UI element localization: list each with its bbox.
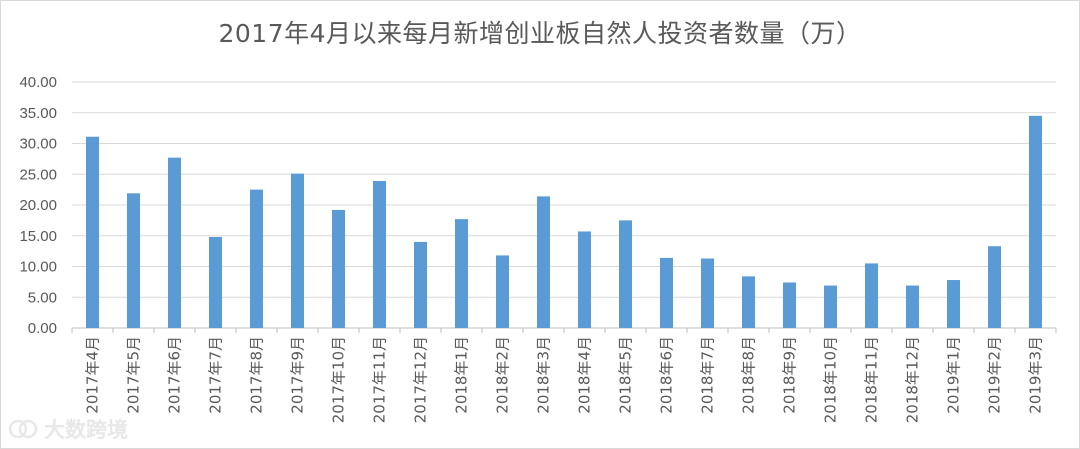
x-tick-label: 2017年8月 [248,336,266,414]
x-tick-label: 2017年7月 [207,336,225,414]
y-tick-label: 25.00 [19,166,57,183]
bar [701,258,714,328]
x-tick-label: 2017年9月 [289,336,307,414]
bar [373,181,386,328]
bar [906,285,919,328]
bar [824,285,837,328]
y-tick-label: 0.00 [28,320,57,337]
bar [209,236,222,328]
x-tick-label: 2018年9月 [781,336,799,414]
x-tick-label: 2018年4月 [576,336,594,414]
bar [1029,115,1042,328]
bar [455,219,468,328]
x-tick-label: 2018年8月 [740,336,758,414]
x-tick-label: 2017年5月 [125,336,143,414]
bar [742,276,755,328]
bar [496,255,509,328]
x-tick-label: 2018年3月 [535,336,553,414]
bar [988,246,1001,328]
x-tick-label: 2018年10月 [822,336,840,423]
x-tick-label: 2018年7月 [699,336,717,414]
x-tick-label: 2018年6月 [658,336,676,414]
watermark: 大数跨境 [8,414,128,444]
x-tick-label: 2017年11月 [371,336,389,423]
x-tick-label: 2017年10月 [330,336,348,423]
x-tick-label: 2017年6月 [166,336,184,414]
y-tick-label: 5.00 [28,289,57,306]
y-tick-label: 20.00 [19,197,57,214]
chart-title: 2017年4月以来每月新增创业板自然人投资者数量（万） [218,19,862,48]
bar [783,282,796,328]
x-tick-label: 2019年1月 [945,336,963,414]
bar [127,193,140,328]
x-tick-label: 2018年1月 [453,336,471,414]
bar [414,241,427,328]
watermark-text: 大数跨境 [44,418,128,442]
bar [250,189,263,328]
bar [619,220,632,328]
bar [947,280,960,328]
bar [578,231,591,328]
x-tick-label: 2017年12月 [412,336,430,423]
x-tick-label: 2018年12月 [904,336,922,423]
bar [332,209,345,328]
bar [537,196,550,328]
x-tick-label: 2018年11月 [863,336,881,423]
y-tick-label: 15.00 [19,228,57,245]
y-tick-label: 30.00 [19,136,57,153]
y-tick-label: 40.00 [19,74,57,91]
x-tick-label: 2019年3月 [1027,336,1045,414]
bar [86,136,99,328]
x-tick-label: 2019年2月 [986,336,1004,414]
bar [660,257,673,328]
y-tick-label: 35.00 [19,105,57,122]
watermark-logo-icon [8,419,38,439]
bar [168,157,181,328]
x-tick-label: 2017年4月 [84,336,102,414]
y-tick-label: 10.00 [19,259,57,276]
x-tick-label: 2018年2月 [494,336,512,414]
bar [291,173,304,328]
bar [865,263,878,328]
x-tick-label: 2018年5月 [617,336,635,414]
